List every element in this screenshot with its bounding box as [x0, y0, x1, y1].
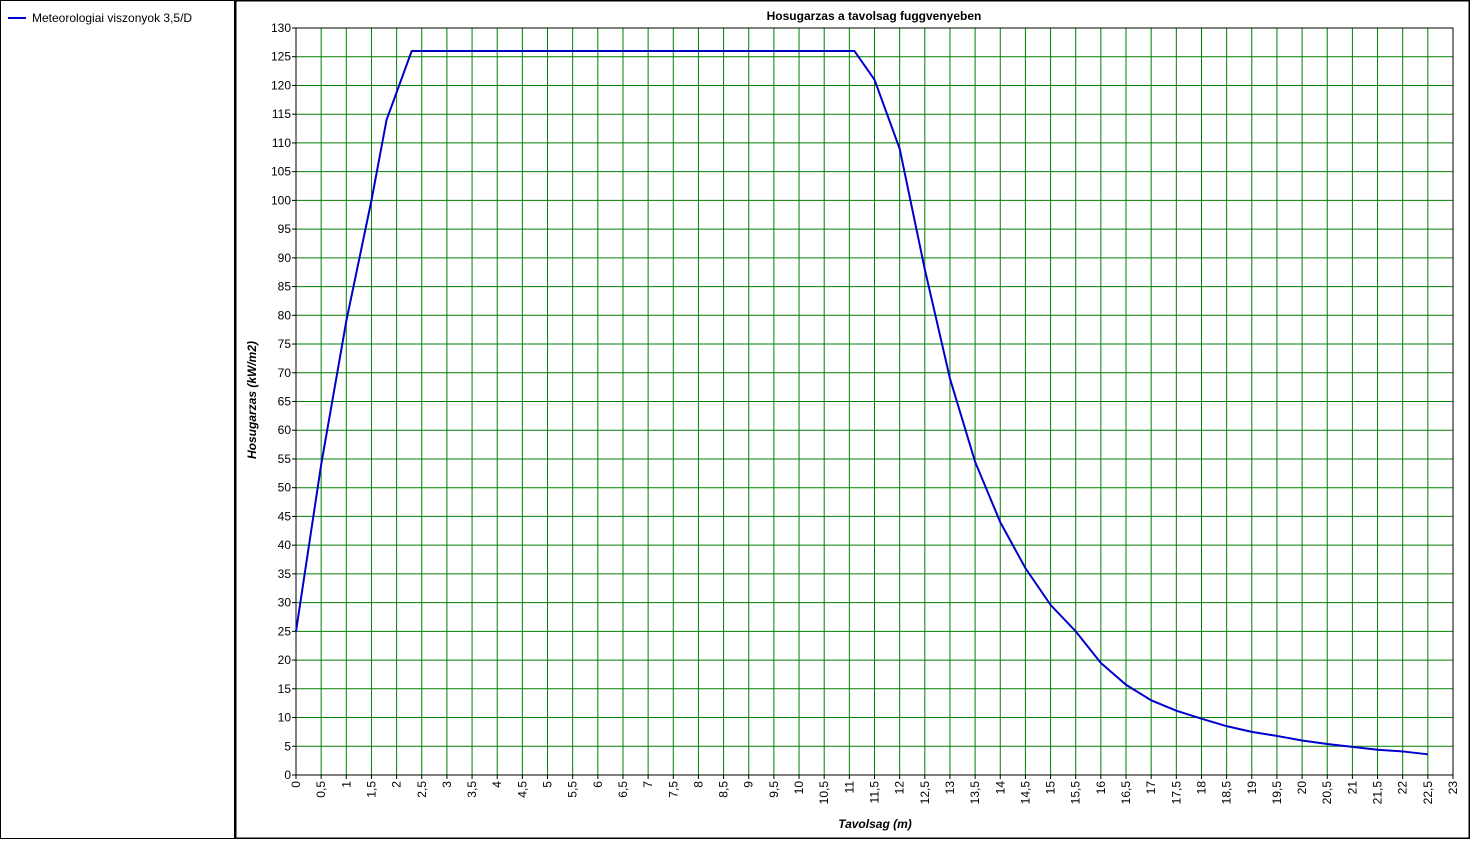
x-tick-label: 22 — [1396, 781, 1410, 795]
y-tick-label: 25 — [278, 624, 292, 638]
x-tick-label: 22,5 — [1421, 781, 1435, 805]
x-tick-label: 23 — [1446, 781, 1460, 795]
x-tick-label: 3,5 — [465, 781, 479, 798]
x-tick-label: 9,5 — [767, 781, 781, 798]
x-tick-label: 6,5 — [616, 781, 630, 798]
x-tick-label: 21 — [1345, 781, 1359, 795]
x-tick-label: 4,5 — [515, 781, 529, 798]
x-tick-label: 19 — [1245, 781, 1259, 795]
x-tick-label: 6 — [591, 781, 605, 788]
x-tick-label: 11,5 — [868, 781, 882, 804]
y-tick-label: 120 — [271, 78, 291, 92]
x-tick-label: 21,5 — [1371, 781, 1385, 805]
y-tick-label: 55 — [278, 452, 292, 466]
y-tick-label: 80 — [278, 308, 292, 322]
x-tick-label: 13,5 — [968, 781, 982, 805]
x-tick-label: 1,5 — [364, 781, 378, 798]
legend-label: Meteorologiai viszonyok 3,5/D — [32, 11, 192, 25]
y-tick-label: 95 — [278, 222, 292, 236]
y-axis-label: Hosugarzas (kW/m2) — [245, 341, 259, 459]
x-tick-label: 14,5 — [1018, 781, 1032, 805]
x-tick-label: 2 — [390, 781, 404, 788]
y-tick-label: 20 — [278, 653, 292, 667]
chart-title: Hosugarzas a tavolsag fuggvenyeben — [767, 9, 982, 23]
series-line — [295, 49, 1428, 756]
x-tick-label: 14 — [993, 781, 1007, 795]
y-tick-label: 0 — [284, 768, 291, 782]
x-tick-label: 17,5 — [1169, 781, 1183, 805]
x-tick-label: 12 — [893, 781, 907, 795]
y-tick-label: 105 — [271, 165, 291, 179]
x-tick-label: 17 — [1144, 781, 1158, 795]
y-tick-label: 35 — [278, 567, 292, 581]
y-tick-label: 100 — [271, 193, 291, 207]
y-tick-label: 75 — [278, 337, 292, 351]
x-tick-label: 12,5 — [918, 781, 932, 805]
x-tick-label: 0,5 — [314, 781, 328, 798]
x-tick-label: 18 — [1194, 781, 1208, 795]
x-tick-label: 20,5 — [1320, 781, 1334, 805]
y-tick-label: 15 — [278, 682, 292, 696]
x-tick-label: 20 — [1295, 781, 1309, 795]
y-tick-label: 5 — [284, 739, 291, 753]
x-tick-label: 10,5 — [817, 781, 831, 805]
x-tick-label: 15,5 — [1069, 781, 1083, 805]
y-tick-label: 40 — [278, 538, 292, 552]
x-tick-label: 7,5 — [666, 781, 680, 798]
x-axis-label: Tavolsag (m) — [838, 817, 912, 831]
x-tick-label: 8,5 — [717, 781, 731, 798]
x-tick-label: 11 — [842, 781, 856, 794]
x-tick-label: 10 — [792, 781, 806, 795]
plot-border — [295, 27, 1454, 776]
x-tick-label: 5,5 — [566, 781, 580, 798]
y-tick-label: 10 — [278, 711, 292, 725]
x-tick-label: 15 — [1044, 781, 1058, 795]
y-tick-label: 45 — [278, 509, 292, 523]
x-tick-label: 1 — [339, 781, 353, 788]
x-tick-label: 9 — [742, 781, 756, 788]
x-tick-label: 7 — [641, 781, 655, 788]
x-tick-label: 13 — [943, 781, 957, 795]
y-tick-label: 60 — [278, 423, 292, 437]
x-tick-label: 18,5 — [1220, 781, 1234, 805]
x-tick-label: 5 — [541, 781, 555, 788]
y-tick-label: 50 — [278, 481, 292, 495]
y-tick-label: 65 — [278, 395, 292, 409]
y-tick-label: 70 — [278, 366, 292, 380]
x-tick-label: 3 — [440, 781, 454, 788]
y-tick-label: 130 — [271, 21, 291, 35]
x-tick-label: 4 — [490, 781, 504, 788]
y-tick-label: 85 — [278, 280, 292, 294]
chart-panel — [234, 0, 1470, 840]
legend-panel — [0, 0, 235, 839]
y-tick-label: 115 — [272, 107, 291, 121]
x-tick-label: 0 — [289, 781, 303, 788]
x-tick-label: 16 — [1094, 781, 1108, 795]
y-tick-label: 125 — [271, 50, 291, 64]
x-tick-label: 16,5 — [1119, 781, 1133, 805]
y-tick-label: 30 — [278, 596, 292, 610]
x-tick-label: 2,5 — [415, 781, 429, 798]
y-tick-label: 90 — [278, 251, 292, 265]
y-tick-label: 110 — [272, 136, 291, 150]
x-tick-label: 8 — [691, 781, 705, 788]
x-tick-label: 19,5 — [1270, 781, 1284, 805]
